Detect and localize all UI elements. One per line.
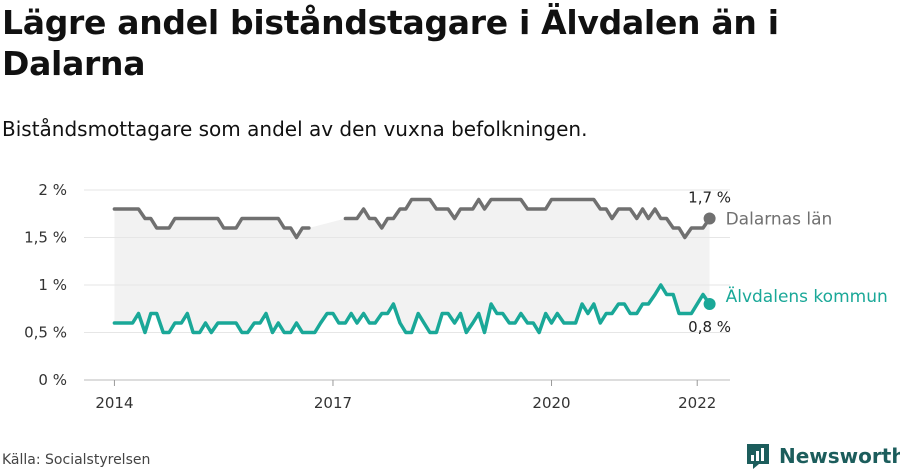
y-tick-label: 1,5 % — [24, 229, 67, 247]
end-value-label-dalarna: 1,7 % — [688, 189, 731, 207]
brand-logo: Newsworthy — [745, 441, 900, 471]
range-band — [114, 199, 710, 333]
x-axis-ticks: 2014 2017 2020 2022 — [95, 380, 716, 412]
chart-subtitle: Biståndsmottagare som andel av den vuxna… — [2, 117, 588, 141]
y-tick-label: 1 % — [38, 276, 67, 294]
line-chart: 0 % 0,5 % 1 % 1,5 % 2 % 2014 2017 2020 2022 1,7… — [24, 181, 888, 412]
series-name-label-dalarna: Dalarnas län — [726, 210, 833, 230]
x-tick-label: 2017 — [314, 394, 352, 412]
chart-title: Lägre andel biståndstagare i Älvdalen än… — [2, 3, 779, 83]
end-point-marker — [703, 212, 716, 225]
brand-name: Newsworthy — [779, 444, 900, 468]
series-line-alvdalen — [112, 283, 712, 335]
range-band-layer — [114, 199, 710, 333]
end-point-marker — [703, 298, 716, 310]
newsworthy-logo-icon — [747, 444, 769, 469]
x-tick-label: 2022 — [678, 394, 716, 412]
y-tick-label: 0 % — [38, 371, 67, 389]
y-tick-label: 0,5 % — [24, 324, 67, 342]
series-labels: 1,7 % Dalarnas län 0,8 % Älvdalens kommun — [688, 189, 888, 337]
end-value-label-alvdalen: 0,8 % — [688, 318, 731, 336]
x-tick-label: 2020 — [532, 394, 570, 412]
series-line-dalarna — [112, 197, 712, 240]
series-layer — [112, 197, 716, 335]
series-name-label-alvdalen: Älvdalens kommun — [726, 286, 888, 307]
y-axis-ticks: 0 % 0,5 % 1 % 1,5 % 2 % — [24, 181, 67, 389]
x-tick-label: 2014 — [95, 394, 133, 412]
source-note: Källa: Socialstyrelsen — [2, 452, 151, 468]
y-tick-label: 2 % — [38, 181, 67, 199]
